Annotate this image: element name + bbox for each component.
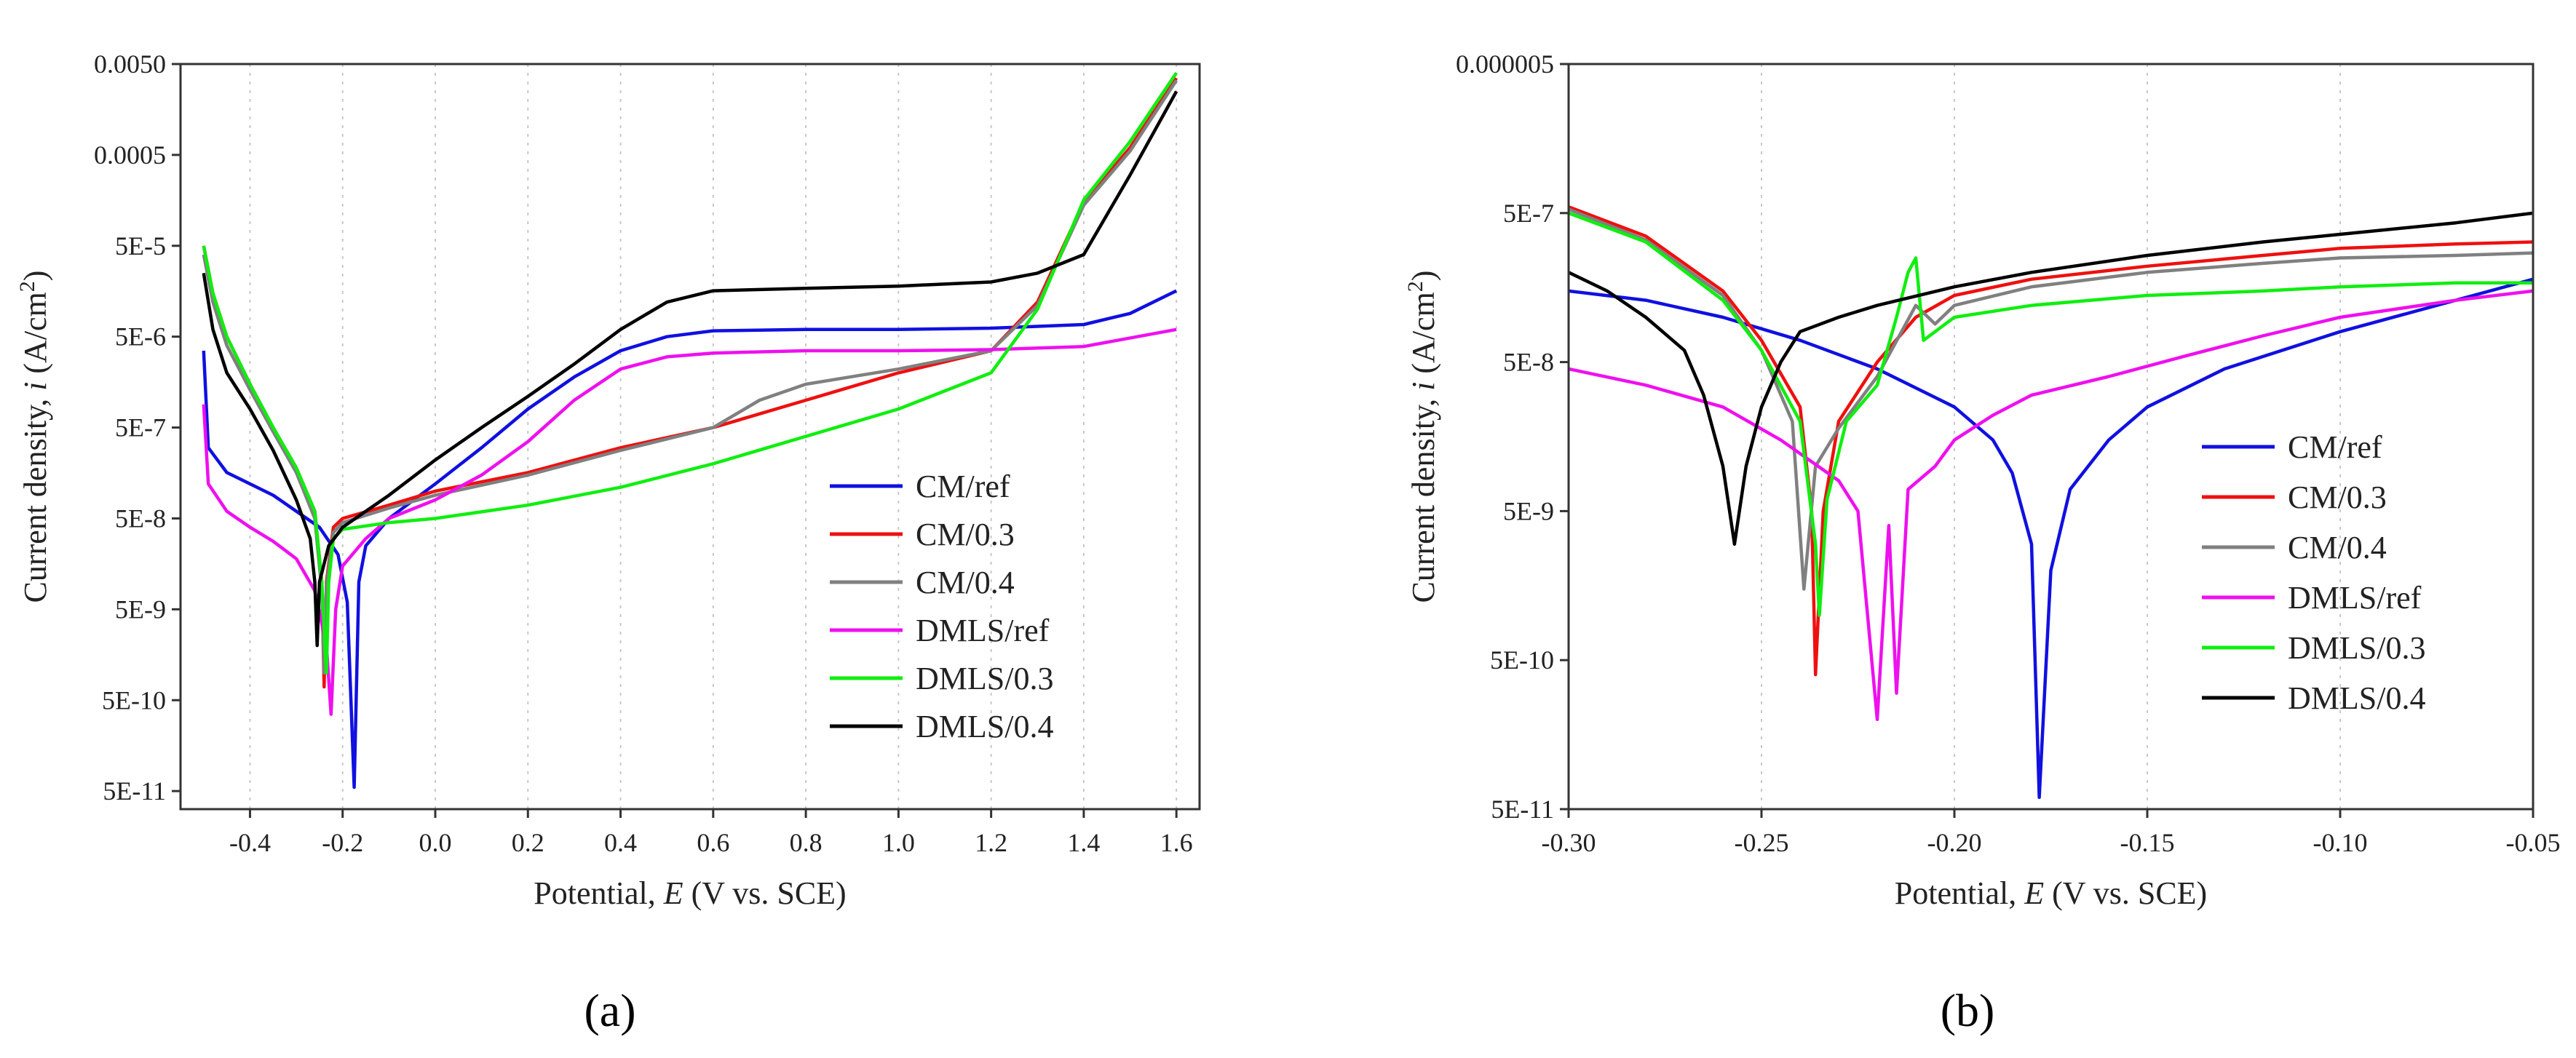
y-tick-label: 5E-8 (115, 504, 166, 533)
y-tick-label: 5E-10 (102, 685, 166, 715)
y-tick-label: 0.0050 (94, 49, 166, 79)
series-line-dmls-0-3 (1569, 211, 2533, 617)
legend-label-dmls-0-4: DMLS/0.4 (916, 709, 1053, 744)
chart-b: -0.30 -0.25 -0.20 -0.15 -0.10 -0.05 5E-11 5E-10… (1403, 49, 2561, 911)
series-group (1569, 205, 2533, 800)
x-tick-label: 1.4 (1067, 828, 1100, 857)
chart-a: -0.4 -0.2 0.0 0.2 0.4 0.6 0.8 1.0 1.2 1.4 1.6 5E-11… (15, 49, 1201, 911)
x-tick-label: 0.6 (697, 828, 729, 857)
x-tick-label: -0.2 (322, 828, 363, 857)
x-tick-label: 0.4 (604, 828, 637, 857)
x-tick-label: 0.0 (419, 828, 452, 857)
x-tick-label: -0.30 (1542, 828, 1596, 857)
legend-label-cm-0-3: CM/0.3 (916, 517, 1015, 552)
series-line-dmls-ref (1569, 289, 2533, 721)
y-axis-label: Current density, i (A/cm2) (1403, 271, 1442, 603)
panel-label-a: (a) (584, 985, 635, 1036)
x-tick-label: 1.2 (975, 828, 1007, 857)
legend: CM/ref CM/0.3 CM/0.4 DMLS/ref DMLS/0.3 DMLS/0… (830, 469, 1053, 744)
series-line-dmls-0-4 (202, 90, 1178, 648)
series-line-dmls-0-3 (202, 71, 1178, 675)
legend-label-dmls-ref: DMLS/ref (916, 613, 1050, 648)
y-tick-label: 5E-7 (115, 413, 166, 442)
y-tick-label: 5E-11 (1491, 795, 1554, 824)
y-tick-label: 0.000005 (1456, 49, 1554, 79)
x-tick-label: -0.4 (229, 828, 271, 857)
y-tick-label: 5E-8 (1503, 348, 1554, 377)
legend: CM/ref CM/0.3 CM/0.4 DMLS/ref DMLS/0.3 DMLS/0… (2202, 429, 2425, 716)
y-tick-label: 5E-7 (1503, 199, 1554, 228)
legend-label-dmls-0-3: DMLS/0.3 (2288, 630, 2425, 666)
series-line-dmls-ref (202, 327, 1177, 716)
series-line-cm-0-3 (202, 77, 1178, 689)
y-tick-label: 5E-6 (115, 322, 166, 351)
x-tick-label: 1.0 (882, 828, 915, 857)
legend-label-cm-ref: CM/ref (2288, 429, 2382, 465)
series-line-dmls-0-4 (1569, 211, 2533, 546)
legend-label-dmls-0-3: DMLS/0.3 (916, 661, 1053, 696)
y-tick-label: 5E-11 (103, 776, 166, 806)
series-line-cm-0-4 (1569, 207, 2533, 591)
series-line-cm-ref (1569, 277, 2533, 800)
x-tick-label: -0.05 (2506, 828, 2561, 857)
x-tick-label: -0.10 (2313, 828, 2368, 857)
x-tick-label: -0.20 (1927, 828, 1982, 857)
x-axis-label: Potential, E (V vs. SCE) (1895, 875, 2207, 911)
legend-label-cm-ref: CM/ref (916, 469, 1010, 504)
legend-label-cm-0-3: CM/0.3 (2288, 480, 2387, 515)
x-axis-label: Potential, E (V vs. SCE) (534, 875, 846, 911)
plot-frame (179, 63, 1201, 811)
x-tick-label: 1.6 (1160, 828, 1193, 857)
series-line-cm-0-3 (1569, 205, 2533, 677)
series-line-cm-0-4 (202, 79, 1178, 675)
legend-label-cm-0-4: CM/0.4 (916, 565, 1015, 600)
y-tick-label: 5E-5 (115, 231, 166, 260)
series-group (202, 71, 1178, 789)
panel-label-b: (b) (1941, 985, 1995, 1036)
y-tick-label: 5E-10 (1490, 645, 1554, 675)
y-tick-label: 5E-9 (115, 594, 166, 624)
x-tick-label: 0.8 (790, 828, 823, 857)
legend-label-cm-0-4: CM/0.4 (2288, 530, 2387, 565)
legend-label-dmls-ref: DMLS/ref (2288, 580, 2422, 616)
x-tick-label: -0.25 (1735, 828, 1789, 857)
plot-frame (1567, 63, 2535, 811)
y-tick-label: 0.0005 (94, 140, 166, 170)
x-tick-label: 0.2 (512, 828, 544, 857)
x-tick-label: -0.15 (2120, 828, 2175, 857)
y-tick-label: 5E-9 (1503, 496, 1554, 525)
y-axis-label: Current density, i (A/cm2) (15, 271, 54, 603)
legend-label-dmls-0-4: DMLS/0.4 (2288, 680, 2425, 716)
